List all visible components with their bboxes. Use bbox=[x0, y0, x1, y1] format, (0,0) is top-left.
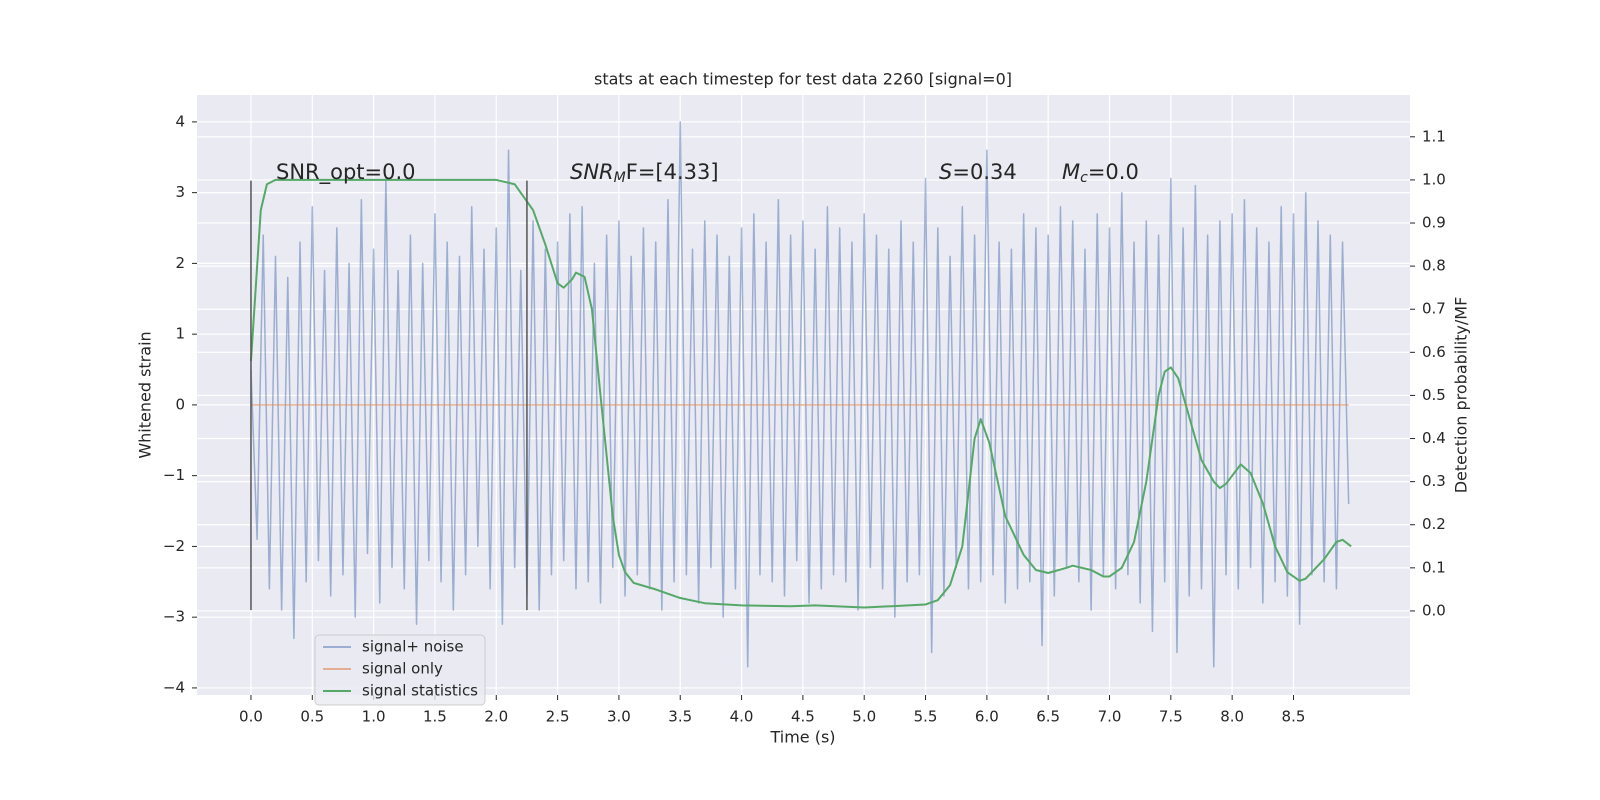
x-tick-label: 4.5 bbox=[791, 708, 815, 726]
annotation: SNR_opt=0.0 bbox=[276, 160, 416, 185]
x-tick-label: 5.0 bbox=[852, 708, 876, 726]
y-axis-label: Whitened strain bbox=[136, 331, 155, 458]
x-tick-label: 4.0 bbox=[730, 708, 754, 726]
y2-tick-label: 0.0 bbox=[1422, 601, 1446, 619]
annotation-part: SNR_opt=0.0 bbox=[276, 160, 416, 185]
y2-tick-label: 0.6 bbox=[1422, 343, 1446, 361]
x-tick-label: 7.0 bbox=[1098, 708, 1122, 726]
x-tick-label: 2.5 bbox=[546, 708, 570, 726]
y2-tick-label: 0.5 bbox=[1422, 386, 1446, 404]
x-tick-label: 6.5 bbox=[1036, 708, 1060, 726]
annotation: Mc=0.0 bbox=[1062, 160, 1139, 186]
annotation-part: F=[4.33] bbox=[626, 160, 719, 184]
x-tick-label: 3.5 bbox=[668, 708, 692, 726]
x-tick-label: 1.0 bbox=[362, 708, 386, 726]
legend-label: signal statistics bbox=[362, 682, 478, 700]
y-tick-label: −1 bbox=[163, 466, 185, 484]
legend-label: signal+ noise bbox=[362, 638, 464, 656]
annotation-part: M bbox=[1062, 160, 1080, 184]
y2-axis-label: Detection probability/MF bbox=[1452, 297, 1471, 494]
y2-tick-label: 0.4 bbox=[1422, 429, 1446, 447]
y2-tick-label: 0.7 bbox=[1422, 300, 1446, 318]
annotation-part: S bbox=[939, 160, 952, 184]
y-tick-label: 4 bbox=[175, 112, 185, 130]
legend-box bbox=[314, 634, 486, 706]
x-tick-label: 3.0 bbox=[607, 708, 631, 726]
x-tick-label: 8.5 bbox=[1282, 708, 1306, 726]
y-tick-label: −2 bbox=[163, 537, 185, 555]
series-line bbox=[249, 178, 1352, 609]
y2-tick-label: 1.0 bbox=[1422, 170, 1446, 188]
y-tick-label: 0 bbox=[175, 395, 185, 413]
x-tick-label: 2.0 bbox=[484, 708, 508, 726]
chart-title: stats at each timestep for test data 226… bbox=[594, 70, 1012, 89]
x-tick-label: 1.5 bbox=[423, 708, 447, 726]
y2-tick-label: 0.1 bbox=[1422, 558, 1446, 576]
y2-tick-label: 0.8 bbox=[1422, 257, 1446, 275]
x-tick-label: 0.5 bbox=[300, 708, 324, 726]
annotation-part: =0.0 bbox=[1088, 160, 1139, 184]
annotation-part: SNR bbox=[570, 160, 614, 184]
y-tick-label: 2 bbox=[175, 254, 185, 272]
annotation-part: M bbox=[614, 170, 626, 186]
y2-tick-label: 1.1 bbox=[1422, 127, 1446, 145]
y-tick-label: 3 bbox=[175, 183, 185, 201]
annotation: S=0.34 bbox=[939, 160, 1017, 184]
x-tick-label: 7.5 bbox=[1159, 708, 1183, 726]
legend-label: signal only bbox=[362, 660, 443, 678]
y-tick-label: −4 bbox=[163, 678, 185, 696]
x-tick-label: 5.5 bbox=[914, 708, 938, 726]
x-tick-label: 0.0 bbox=[239, 708, 263, 726]
series-line bbox=[250, 121, 1350, 668]
annotation: SNRMF=[4.33] bbox=[570, 160, 719, 186]
y-tick-label: −3 bbox=[163, 608, 185, 626]
y2-tick-label: 0.2 bbox=[1422, 515, 1446, 533]
annotation-part: c bbox=[1080, 170, 1088, 186]
x-tick-label: 8.0 bbox=[1220, 708, 1244, 726]
x-axis-label: Time (s) bbox=[769, 728, 835, 747]
x-tick-label: 6.0 bbox=[975, 708, 999, 726]
annotation-part: =0.34 bbox=[952, 160, 1016, 184]
y2-tick-label: 0.3 bbox=[1422, 472, 1446, 490]
y2-tick-label: 0.9 bbox=[1422, 214, 1446, 232]
y-tick-label: 1 bbox=[175, 325, 185, 343]
